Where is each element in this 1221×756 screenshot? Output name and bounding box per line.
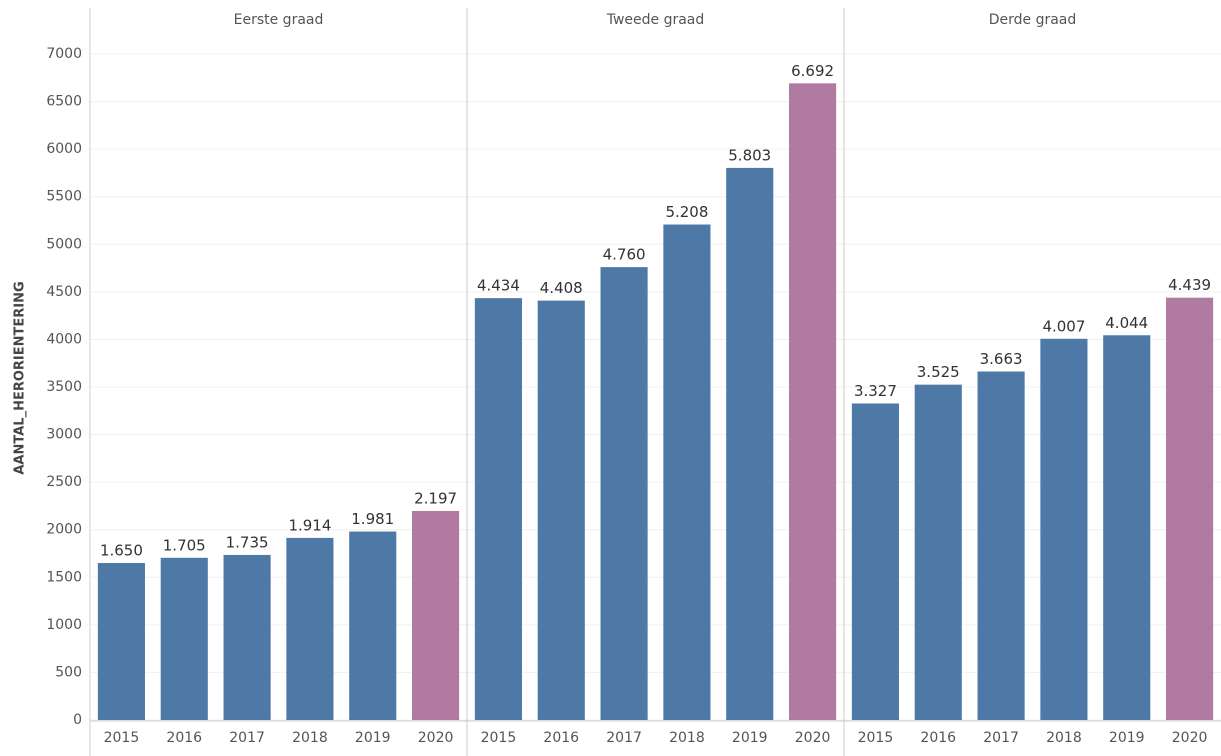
bar bbox=[914, 384, 962, 720]
bar bbox=[223, 554, 271, 720]
y-axis-label: AANTAL_HERORIENTERING bbox=[13, 281, 28, 474]
panel-title: Tweede graad bbox=[606, 12, 705, 28]
y-tick-label: 0 bbox=[73, 712, 82, 728]
value-label: 4.439 bbox=[1168, 276, 1211, 294]
bar bbox=[600, 267, 648, 720]
value-label: 6.692 bbox=[791, 62, 834, 80]
bar bbox=[851, 403, 899, 720]
value-label: 3.327 bbox=[854, 382, 897, 400]
x-tick-label: 2015 bbox=[104, 730, 140, 746]
panel-title: Eerste graad bbox=[234, 12, 324, 28]
bar bbox=[349, 531, 397, 720]
x-tick-label: 2020 bbox=[795, 730, 831, 746]
value-label: 4.044 bbox=[1105, 314, 1148, 332]
value-label: 1.914 bbox=[288, 516, 331, 534]
y-tick-label: 2000 bbox=[46, 522, 82, 538]
bar bbox=[789, 83, 837, 720]
x-tick-label: 2017 bbox=[606, 730, 642, 746]
y-tick-label: 1500 bbox=[46, 569, 82, 585]
x-tick-label: 2017 bbox=[983, 730, 1019, 746]
value-label: 1.981 bbox=[351, 510, 394, 528]
y-tick-label: 4000 bbox=[46, 331, 82, 347]
x-tick-label: 2018 bbox=[669, 730, 705, 746]
value-label: 1.705 bbox=[163, 536, 206, 554]
bar bbox=[286, 537, 334, 720]
y-tick-label: 6000 bbox=[46, 141, 82, 157]
bar bbox=[160, 557, 208, 720]
bar bbox=[474, 298, 522, 720]
bar bbox=[97, 563, 145, 720]
x-tick-label: 2017 bbox=[229, 730, 265, 746]
y-tick-label: 500 bbox=[55, 664, 82, 680]
y-tick-label: 3500 bbox=[46, 379, 82, 395]
bar bbox=[726, 167, 774, 720]
y-tick-label: 6500 bbox=[46, 94, 82, 110]
y-tick-label: 2500 bbox=[46, 474, 82, 490]
bar bbox=[537, 300, 585, 720]
value-label: 4.408 bbox=[540, 279, 583, 297]
bar bbox=[977, 371, 1025, 720]
value-label: 4.434 bbox=[477, 277, 520, 295]
x-tick-label: 2019 bbox=[355, 730, 391, 746]
y-tick-label: 5000 bbox=[46, 236, 82, 252]
y-tick-label: 7000 bbox=[46, 46, 82, 62]
x-tick-label: 2019 bbox=[1109, 730, 1145, 746]
bar bbox=[1040, 338, 1088, 720]
bar bbox=[663, 224, 711, 720]
x-tick-label: 2020 bbox=[1172, 730, 1208, 746]
value-label: 5.803 bbox=[728, 146, 771, 164]
value-label: 2.197 bbox=[414, 489, 457, 507]
x-tick-label: 2018 bbox=[292, 730, 328, 746]
panel-title: Derde graad bbox=[989, 12, 1077, 28]
x-tick-label: 2018 bbox=[1046, 730, 1082, 746]
value-label: 5.208 bbox=[665, 203, 708, 221]
bar bbox=[412, 510, 460, 720]
y-tick-label: 4500 bbox=[46, 284, 82, 300]
value-label: 1.735 bbox=[226, 533, 269, 551]
y-tick-label: 1000 bbox=[46, 617, 82, 633]
value-label: 3.525 bbox=[917, 363, 960, 381]
y-tick-label: 3000 bbox=[46, 427, 82, 443]
value-label: 4.007 bbox=[1042, 317, 1085, 335]
x-tick-label: 2019 bbox=[732, 730, 768, 746]
x-tick-label: 2016 bbox=[543, 730, 579, 746]
value-label: 4.760 bbox=[603, 246, 646, 264]
x-tick-label: 2016 bbox=[166, 730, 202, 746]
x-tick-label: 2016 bbox=[920, 730, 956, 746]
y-tick-label: 5500 bbox=[46, 189, 82, 205]
bar bbox=[1166, 297, 1214, 720]
value-label: 1.650 bbox=[100, 542, 143, 560]
x-tick-label: 2015 bbox=[481, 730, 517, 746]
bar bbox=[1103, 335, 1151, 720]
x-tick-label: 2015 bbox=[858, 730, 894, 746]
value-label: 3.663 bbox=[980, 350, 1023, 368]
x-tick-label: 2020 bbox=[418, 730, 454, 746]
